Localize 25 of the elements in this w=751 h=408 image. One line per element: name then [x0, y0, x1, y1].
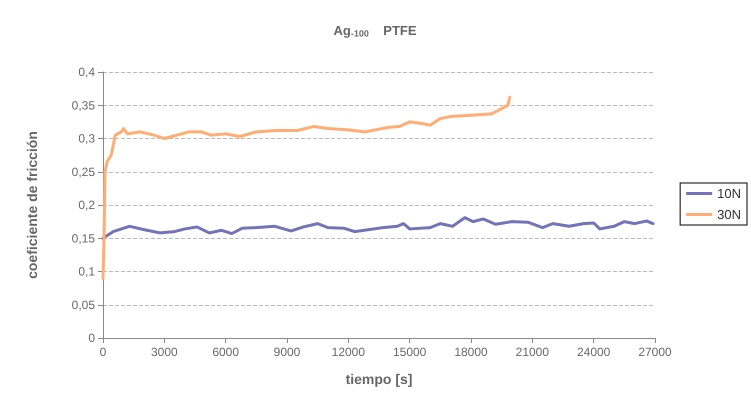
y-tick-label: 0,15 [72, 231, 96, 246]
x-tick-label: 0 [100, 345, 107, 359]
line-series [102, 216, 654, 240]
y-tick-label: 0,1 [78, 264, 96, 278]
line-series [102, 96, 512, 280]
y-axis-title: coeficiente de fricción [24, 131, 40, 279]
y-tick-label: 0,35 [72, 98, 96, 112]
x-tick-label: 21000 [516, 345, 550, 359]
y-tick-label: 0,25 [72, 164, 96, 179]
x-tick-label: 24000 [576, 345, 611, 359]
y-tick-label: 0,2 [78, 198, 96, 212]
x-tick-label: 15000 [392, 345, 427, 359]
y-tick-label: 0,3 [78, 132, 96, 146]
x-tick-label: 6000 [212, 345, 240, 359]
y-tick-label: 0,05 [72, 298, 96, 312]
y-tick-label: 0 [88, 331, 96, 345]
x-tick-label: 9000 [274, 345, 301, 359]
x-axis-title: tiempo [s] [346, 371, 412, 387]
y-tick-label: 0,4 [78, 65, 96, 79]
x-tick-label: 12000 [332, 345, 366, 359]
x-tick-label: 3000 [150, 345, 178, 359]
legend-label: 10N [717, 186, 742, 201]
legend-label: 30N [717, 207, 742, 222]
x-tick-label: 27000 [638, 345, 672, 359]
x-tick-label: 18000 [454, 345, 488, 359]
